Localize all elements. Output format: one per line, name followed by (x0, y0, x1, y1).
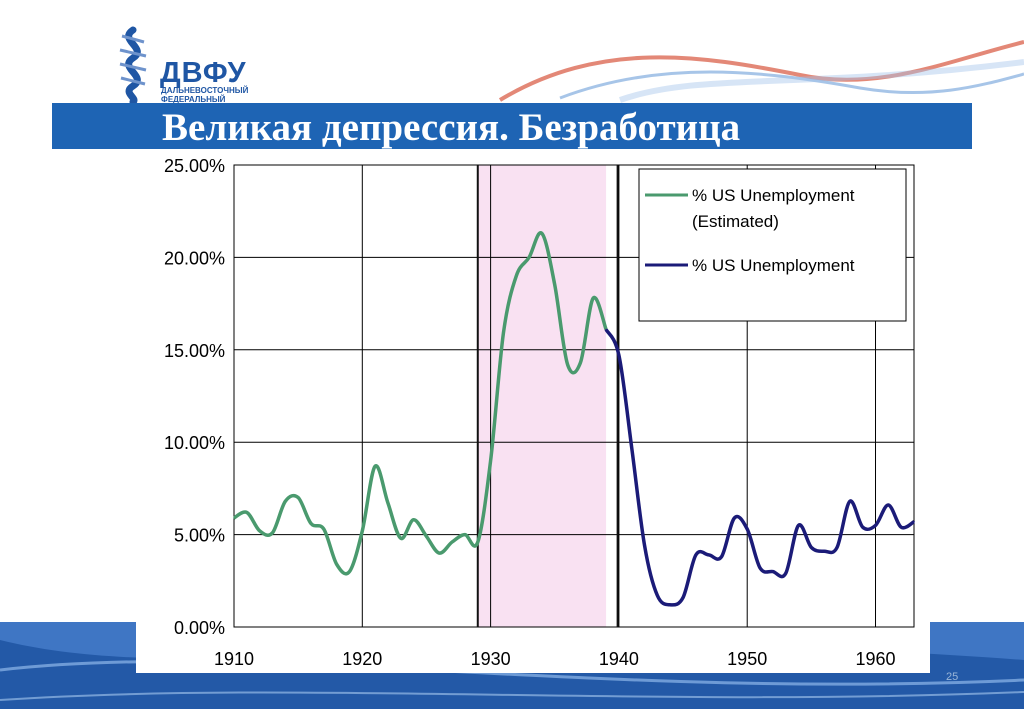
data-point (476, 541, 479, 543)
data-point (874, 524, 877, 527)
data-point (733, 517, 736, 519)
x-tick-label: 1940 (599, 649, 639, 669)
data-point (566, 363, 569, 366)
data-point (643, 544, 646, 547)
data-point (374, 465, 376, 468)
decor-wave-blue (559, 70, 1024, 100)
data-point (284, 500, 287, 503)
data-point (630, 446, 633, 449)
data-point (618, 354, 620, 357)
data-point (502, 332, 505, 334)
data-point (849, 500, 851, 503)
data-point (720, 555, 723, 558)
data-point (823, 550, 825, 553)
data-point (233, 517, 235, 519)
data-point (797, 524, 800, 527)
data-point (887, 504, 890, 506)
data-point (605, 328, 607, 331)
data-point (412, 519, 415, 521)
decor-wave-blue-2 (619, 59, 1024, 103)
data-point (297, 496, 299, 499)
logo-subtitle-line-2: ФЕДЕРАЛЬНЫЙ (161, 95, 226, 104)
x-tick-label: 1950 (727, 649, 767, 669)
data-point (348, 570, 351, 573)
data-point (656, 594, 659, 597)
legend-label: % US Unemployment (692, 256, 855, 275)
data-point (361, 530, 364, 532)
data-point (399, 537, 402, 540)
logo-name: ДВФУ (160, 57, 247, 89)
slide-title: Великая депрессия. Безработица (162, 106, 741, 149)
logo (108, 26, 268, 106)
data-point (759, 567, 761, 569)
y-tick-label: 15.00% (164, 341, 225, 361)
logo-subtitle-line-1: ДАЛЬНЕВОСТОЧНЫЙ (161, 86, 249, 95)
data-point (258, 530, 261, 532)
data-point (515, 275, 518, 277)
x-tick-label: 1960 (855, 649, 895, 669)
data-point (669, 604, 672, 606)
depression-shading (477, 165, 607, 627)
footer-wave-3 (0, 691, 1024, 701)
data-point (451, 541, 453, 543)
plot-frame (233, 164, 915, 628)
legend-label: % US Unemployment (692, 186, 855, 205)
data-point (592, 297, 595, 299)
y-tick-label: 25.00% (164, 156, 225, 176)
y-tick-label: 5.00% (174, 526, 225, 546)
data-point (772, 570, 774, 573)
title-bar (52, 103, 972, 149)
logo-subtitle: ДАЛЬНЕВОСТОЧНЫЙ ФЕДЕРАЛЬНЫЙ (161, 86, 248, 104)
y-tick-label: 10.00% (164, 433, 225, 453)
data-point (810, 546, 813, 549)
data-point (387, 502, 389, 504)
slide-number: 25 (946, 671, 959, 683)
data-point (861, 526, 864, 529)
data-point (335, 563, 338, 565)
y-tick-label: 0.00% (174, 618, 225, 638)
data-point (553, 284, 556, 286)
data-point (836, 546, 838, 549)
data-point (425, 535, 428, 538)
data-point (310, 522, 312, 525)
decor-wave-red (498, 40, 1024, 102)
data-point (271, 531, 274, 534)
data-point (695, 554, 697, 556)
data-point (579, 361, 582, 364)
x-tick-label: 1930 (471, 649, 511, 669)
y-tick-label: 20.00% (164, 248, 225, 268)
logo-emblem (119, 26, 147, 104)
data-point (489, 459, 492, 462)
data-point (682, 596, 684, 599)
x-tick-label: 1910 (214, 649, 254, 669)
x-tick-label: 1920 (342, 649, 382, 669)
legend-label: (Estimated) (692, 212, 779, 231)
data-point (707, 554, 710, 556)
data-point (464, 533, 466, 536)
data-point (438, 552, 441, 554)
data-point (784, 572, 787, 575)
data-point (541, 232, 543, 235)
unemployment-chart: 0.00% 5.00% 10.00% 15.00% 20.00% 25.00% 1910 19… (136, 149, 930, 673)
data-point (246, 511, 248, 514)
data-point (900, 526, 902, 529)
data-point (913, 520, 915, 523)
data-point (528, 256, 530, 259)
data-point (323, 528, 325, 530)
data-point (746, 528, 749, 530)
